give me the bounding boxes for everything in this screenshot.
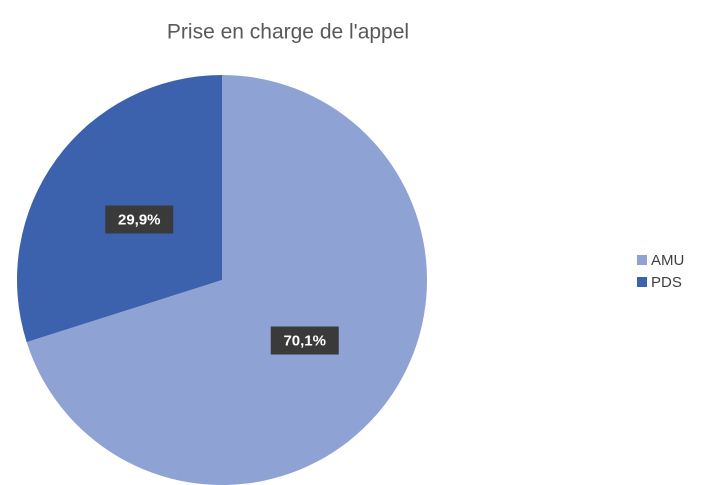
pie-slice xyxy=(26,75,427,485)
legend-swatch xyxy=(637,255,647,265)
data-label: 29,9% xyxy=(118,211,161,228)
data-label-box xyxy=(105,205,174,234)
chart-title: Prise en charge de l'appel xyxy=(167,21,409,44)
legend-swatch xyxy=(637,277,647,287)
legend-label: PDS xyxy=(651,274,682,291)
legend-label: AMU xyxy=(651,252,684,269)
data-label-box xyxy=(270,326,339,355)
data-label: 70,1% xyxy=(283,332,326,349)
